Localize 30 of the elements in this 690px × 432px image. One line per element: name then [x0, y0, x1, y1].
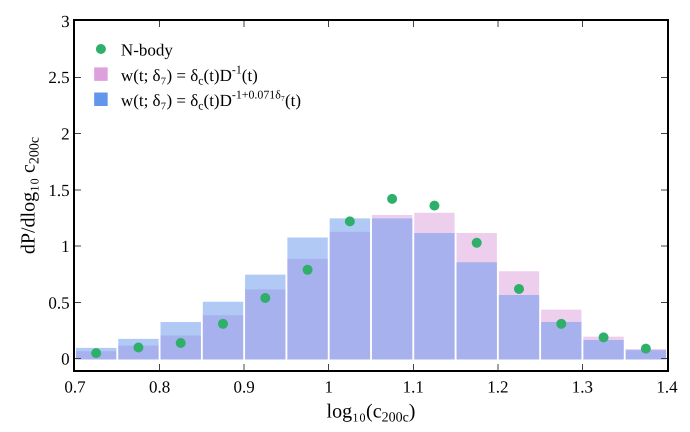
x-tick-label: 1.3 — [572, 377, 594, 396]
point — [556, 318, 566, 329]
y-tick-label: 1 — [61, 237, 70, 256]
point — [218, 318, 228, 329]
x-tick-label: 1.2 — [487, 377, 508, 396]
y-tick-label: 2.5 — [48, 68, 70, 88]
x-tick-label: 1 — [324, 377, 333, 396]
point — [344, 216, 355, 226]
x-tick-label: 1.4 — [656, 377, 678, 396]
point — [640, 344, 651, 354]
legend-label: N-body — [120, 40, 174, 60]
point — [387, 194, 398, 204]
y-tick-label: 2 — [61, 124, 70, 144]
point — [429, 200, 440, 211]
x-tick-label: 0.7 — [64, 377, 86, 396]
point — [472, 238, 482, 248]
x-axis-title: log₁₀(c$_{200c}$) — [326, 400, 416, 426]
point — [260, 292, 270, 303]
x-tick-label: 0.9 — [234, 377, 255, 396]
point — [514, 284, 524, 294]
y-tick-label: 3 — [61, 12, 70, 31]
y-tick-label: 0.5 — [48, 293, 70, 312]
y-tick-label: 1.5 — [48, 180, 70, 200]
point — [302, 264, 313, 275]
y-tick-label: 0 — [61, 350, 70, 369]
x-tick-label: 1.1 — [402, 377, 424, 396]
legend-label: w(t; δ₇) = δ$_{c}$(t)D$^{-1}$(t) — [120, 62, 258, 88]
legend-label: w(t; δ₇) = δ$_{c}$(t)D$^{-1+0.071δ₇}$(t) — [120, 88, 302, 112]
point — [598, 332, 609, 342]
x-tick-label: 0.8 — [148, 377, 170, 396]
